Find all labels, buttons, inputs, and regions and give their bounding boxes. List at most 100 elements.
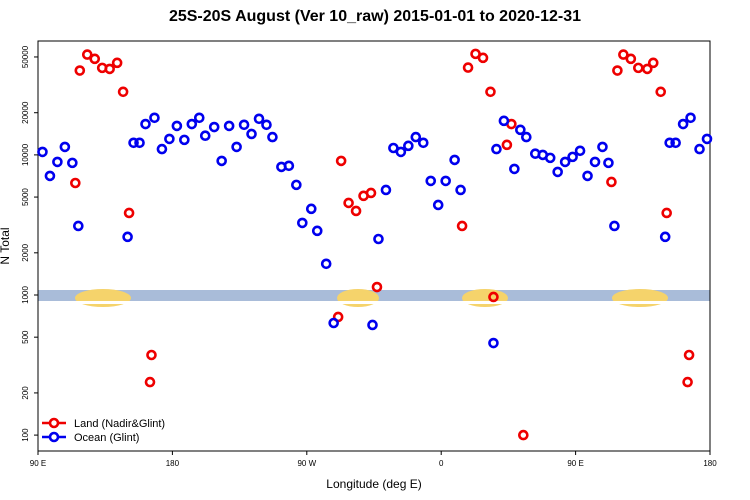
point (417, 137, 429, 149)
point (123, 207, 135, 219)
point (518, 429, 529, 441)
point (367, 319, 378, 331)
point (144, 376, 156, 388)
point (171, 120, 183, 132)
x-tick-label: 0 (439, 459, 444, 468)
point (104, 63, 115, 75)
x-tick-label: 90 E (567, 459, 583, 468)
point (682, 376, 693, 388)
point (37, 146, 48, 158)
point (612, 65, 623, 76)
point (633, 62, 644, 74)
point (597, 141, 608, 153)
point (625, 53, 637, 65)
point (297, 217, 308, 229)
point (552, 166, 563, 178)
point (683, 349, 695, 361)
point (193, 112, 205, 124)
point (655, 86, 667, 98)
point (343, 197, 354, 209)
point (606, 176, 617, 188)
point (432, 199, 444, 211)
point (694, 143, 705, 155)
point (261, 119, 272, 131)
point (70, 177, 81, 189)
point (111, 57, 123, 69)
x-tick-label: 180 (166, 459, 180, 468)
land-blob (337, 289, 379, 307)
point (501, 139, 513, 151)
point (305, 203, 317, 215)
point (544, 152, 556, 164)
point (647, 57, 659, 69)
point (67, 157, 78, 169)
point (380, 184, 392, 196)
point (567, 151, 578, 163)
land-blob (462, 289, 508, 307)
x-tick-label: 90 E (30, 459, 46, 468)
point (574, 145, 586, 157)
point (291, 179, 302, 191)
point (117, 86, 129, 98)
plot-frame (37, 40, 711, 452)
point (122, 231, 133, 243)
point (509, 163, 520, 175)
point (456, 220, 468, 232)
point (246, 128, 257, 140)
point (134, 137, 145, 149)
point (515, 124, 526, 136)
y-tick-label: 500 (21, 330, 30, 344)
map-strip (38, 289, 710, 307)
point (488, 291, 499, 303)
point (491, 143, 502, 155)
point (670, 137, 681, 149)
point (231, 141, 242, 153)
point (164, 133, 175, 145)
point (44, 170, 56, 182)
point (365, 187, 377, 199)
point (589, 156, 601, 168)
x-tick-label: 90 W (297, 459, 316, 468)
point (603, 157, 614, 169)
y-tick-label: 5000 (21, 188, 30, 206)
point (179, 134, 190, 146)
point (425, 175, 437, 187)
point (238, 119, 250, 131)
chart-title: 25S-20S August (Ver 10_raw) 2015-01-01 t… (169, 8, 581, 25)
y-axis-label: N Total (0, 227, 12, 264)
point (477, 52, 489, 64)
land-blob (612, 289, 668, 307)
y-tick-label: 10000 (21, 143, 30, 166)
point (488, 337, 499, 349)
point (267, 131, 278, 143)
point (328, 317, 339, 329)
point (73, 220, 84, 232)
y-tick-label: 50000 (21, 45, 30, 68)
point (685, 112, 696, 124)
point (449, 154, 460, 166)
point (559, 156, 571, 168)
strip-cut (38, 301, 710, 304)
point (146, 349, 157, 361)
point (403, 140, 414, 152)
point (455, 184, 466, 196)
land-blob (75, 289, 131, 307)
point (140, 118, 151, 130)
point (311, 225, 323, 237)
point (149, 112, 160, 124)
point (186, 118, 198, 130)
point (659, 231, 671, 243)
point (128, 137, 139, 149)
point (74, 65, 86, 76)
y-tick-label: 100 (21, 428, 30, 442)
point (199, 130, 211, 142)
point (641, 63, 653, 75)
point (498, 115, 510, 127)
y-tick-label: 200 (21, 386, 30, 400)
legend-marker (48, 431, 60, 443)
point (661, 207, 672, 219)
point (283, 160, 295, 172)
point (89, 53, 101, 65)
